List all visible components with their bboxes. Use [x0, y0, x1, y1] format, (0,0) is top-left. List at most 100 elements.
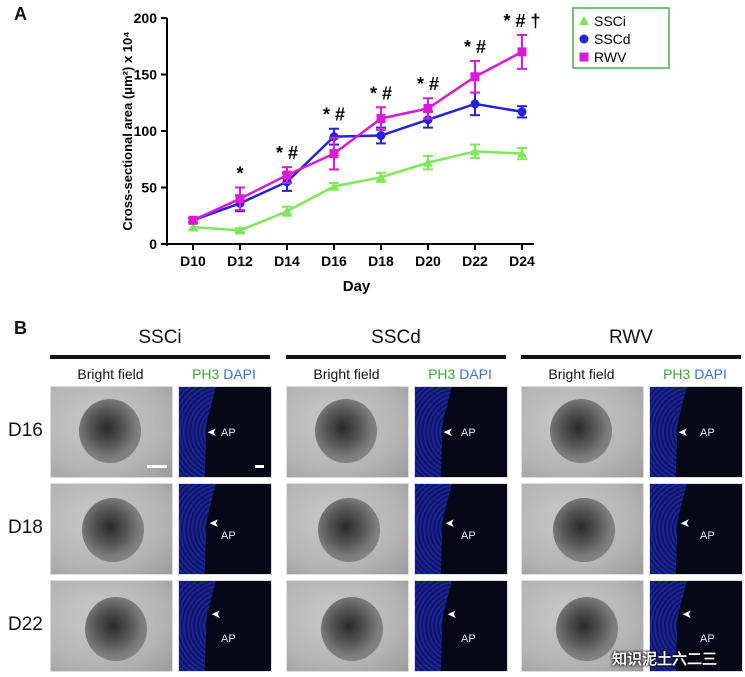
legend-box	[572, 7, 670, 69]
legend-label: RWV	[594, 49, 627, 65]
tissue-band	[179, 581, 216, 671]
ph3-dapi-label: PH3 DAPI	[178, 366, 270, 382]
ap-label: AP	[700, 633, 715, 645]
legend-marker	[579, 52, 589, 62]
ph3-dapi-image: AP ➤	[178, 386, 272, 478]
panel-a-label: A	[14, 4, 27, 24]
x-tick-label: D20	[415, 253, 441, 269]
ap-label: AP	[221, 427, 236, 439]
dapi-label: DAPI	[455, 366, 492, 382]
ph3-dapi-image: AP ➤	[414, 386, 508, 478]
tissue-band	[650, 387, 687, 477]
organoid	[556, 597, 618, 661]
arrowhead-icon: ➤	[682, 607, 693, 621]
x-tick-label: D12	[227, 253, 253, 269]
bright-field-image	[521, 386, 644, 478]
arrowhead-icon: ➤	[678, 425, 689, 439]
y-axis-label: Cross-sectional area (μm²) x 10⁴	[120, 31, 135, 230]
series-line-rwv	[192, 50, 523, 222]
significance-marker: * # †	[503, 11, 540, 31]
dapi-label: DAPI	[690, 366, 727, 382]
ap-label: AP	[700, 530, 715, 542]
tissue-band	[415, 581, 452, 671]
data-point	[517, 107, 527, 117]
series-line-ssci	[192, 150, 523, 232]
column-header-sscd: SSCd	[371, 327, 421, 348]
x-tick-label: D18	[368, 253, 394, 269]
ph3-dapi-image: AP ➤	[178, 483, 272, 575]
significance-marker: * #	[417, 74, 439, 94]
ap-label: AP	[221, 633, 236, 645]
ph3-dapi-image: AP ➤	[414, 483, 508, 575]
bright-field-image	[521, 483, 644, 575]
tissue-band	[650, 484, 687, 574]
ph3-dapi-image: AP ➤	[649, 386, 743, 478]
organoid	[315, 399, 377, 463]
y-tick-label: 0	[149, 236, 157, 252]
column-rule	[286, 355, 506, 359]
bright-field-label: Bright field	[77, 366, 144, 382]
ap-label: AP	[461, 427, 476, 439]
data-point	[376, 114, 386, 124]
ph3-dapi-image: AP ➤	[649, 483, 743, 575]
data-point	[188, 222, 198, 232]
bright-field-image	[286, 580, 409, 672]
bright-field-image	[50, 580, 173, 672]
significance-marker: * #	[323, 105, 345, 125]
ap-label: AP	[461, 633, 476, 645]
ph3-dapi-image: AP ➤	[649, 580, 743, 672]
y-tick-label: 150	[134, 67, 158, 83]
organoid	[82, 498, 144, 562]
y-tick-label: 200	[134, 10, 158, 26]
significance-marker: * #	[464, 37, 486, 57]
data-point	[329, 132, 339, 142]
panel-b-label: B	[14, 318, 27, 338]
ph3-label: PH3	[192, 366, 220, 382]
ph3-label: PH3	[428, 366, 456, 382]
data-point	[423, 103, 433, 113]
organoid	[550, 399, 612, 463]
ph3-dapi-image: AP ➤	[178, 580, 272, 672]
ap-label: AP	[221, 530, 236, 542]
data-point	[329, 181, 339, 191]
bright-field-label: Bright field	[548, 366, 615, 382]
data-point	[423, 115, 433, 125]
row-label-d18: D18	[8, 517, 43, 538]
x-tick-label: D14	[274, 253, 300, 269]
data-point	[282, 206, 292, 216]
bright-field-image	[50, 483, 173, 575]
arrowhead-icon: ➤	[445, 516, 456, 530]
ap-label: AP	[700, 427, 715, 439]
data-point	[470, 72, 480, 82]
significance-marker: *	[236, 164, 243, 184]
significance-marker: * #	[276, 143, 298, 163]
line-chart: 0 50 100 150 200 D10 D12 D14 D16 D18 D20 D22 D24 Day C…	[120, 7, 670, 295]
ph3-dapi-image: AP ➤	[414, 580, 508, 672]
tissue-band	[179, 484, 216, 574]
column-header-ssci: SSCi	[138, 327, 182, 348]
x-axis-label: Day	[343, 278, 371, 295]
y-tick-label: 50	[141, 180, 157, 196]
data-point	[517, 47, 527, 57]
watermark: 知识泥土六二三	[612, 651, 718, 668]
arrowhead-icon: ➤	[211, 607, 222, 621]
arrowhead-icon: ➤	[207, 425, 218, 439]
scale-bar	[147, 465, 167, 468]
arrowhead-icon: ➤	[209, 516, 220, 530]
x-tick-label: D22	[462, 253, 488, 269]
x-tick-label: D24	[509, 253, 535, 269]
column-rule	[521, 355, 741, 359]
x-tick-label: D10	[180, 253, 206, 269]
legend-marker	[579, 34, 589, 44]
column-rule	[50, 355, 270, 359]
data-point	[282, 170, 292, 180]
data-point	[376, 172, 386, 182]
row-label-d16: D16	[8, 420, 43, 441]
ph3-label: PH3	[663, 366, 691, 382]
legend-marker	[579, 16, 589, 25]
data-point	[470, 146, 480, 156]
bright-field-image	[521, 580, 644, 672]
arrowhead-icon: ➤	[680, 516, 691, 530]
arrowhead-icon: ➤	[447, 607, 458, 621]
legend-label: SSCi	[594, 13, 626, 29]
